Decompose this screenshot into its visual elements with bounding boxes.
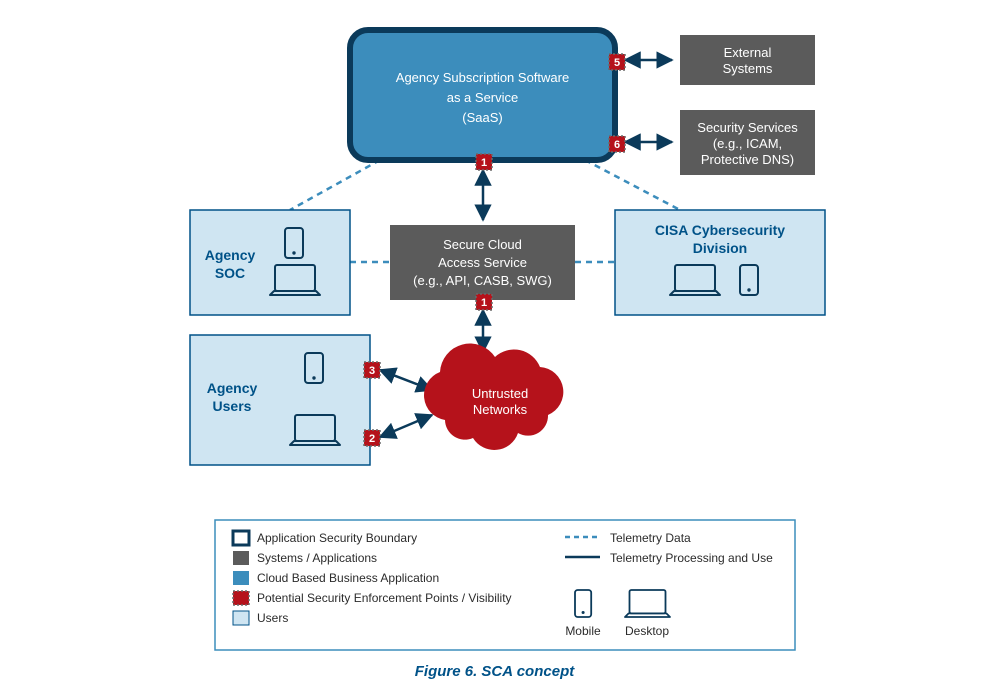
svg-text:(SaaS): (SaaS)	[462, 110, 502, 125]
svg-text:1: 1	[481, 157, 487, 169]
external-systems-node: External Systems	[680, 35, 815, 85]
svg-text:(e.g., API, CASB, SWG): (e.g., API, CASB, SWG)	[413, 273, 552, 288]
legend-swatch	[233, 531, 249, 545]
legend-label: Telemetry Data	[610, 531, 691, 545]
legend-swatch	[233, 591, 249, 605]
telemetry-dash-saas-to-cisa	[585, 160, 680, 210]
agency-soc-node: Agency SOC	[190, 210, 350, 315]
sep-marker-1b: 1	[476, 294, 492, 310]
svg-text:5: 5	[614, 57, 620, 69]
legend-label: Application Security Boundary	[257, 531, 417, 545]
svg-text:Agency Subscription Software: Agency Subscription Software	[396, 70, 569, 85]
svg-text:3: 3	[369, 365, 375, 377]
legend-label: Telemetry Processing and Use	[610, 551, 773, 565]
svg-text:Agency: Agency	[207, 380, 258, 396]
svg-text:Division: Division	[693, 240, 747, 256]
svg-text:SOC: SOC	[215, 265, 245, 281]
svg-text:Secure Cloud: Secure Cloud	[443, 237, 522, 252]
svg-text:CISA Cybersecurity: CISA Cybersecurity	[655, 222, 785, 238]
sep-marker-2: 2	[364, 430, 380, 446]
sep-marker-3: 3	[364, 362, 380, 378]
legend-swatch	[233, 571, 249, 585]
svg-text:Agency: Agency	[205, 247, 256, 263]
svg-text:Untrusted: Untrusted	[472, 386, 528, 401]
secure-cloud-node: Secure Cloud Access Service (e.g., API, …	[390, 225, 575, 300]
svg-text:Protective DNS): Protective DNS)	[701, 152, 794, 167]
saas-node: Agency Subscription Software as a Servic…	[350, 30, 615, 160]
sep-marker-5: 5	[609, 54, 625, 70]
svg-text:Security Services: Security Services	[697, 120, 798, 135]
svg-text:Systems: Systems	[723, 61, 773, 76]
untrusted-networks-node: Untrusted Networks	[424, 344, 563, 450]
legend-label: Cloud Based Business Application	[257, 571, 439, 585]
sep-marker-6: 6	[609, 136, 625, 152]
arrow-users-laptop-cloud	[380, 415, 432, 437]
legend-swatch	[233, 551, 249, 565]
svg-text:Access Service: Access Service	[438, 255, 527, 270]
svg-text:as a Service: as a Service	[447, 90, 519, 105]
security-services-node: Security Services (e.g., ICAM, Protectiv…	[680, 110, 815, 175]
legend-mobile-label: Mobile	[565, 624, 601, 638]
cisa-node: CISA Cybersecurity Division	[615, 210, 825, 315]
figure-caption: Figure 6. SCA concept	[415, 663, 575, 680]
svg-text:External: External	[724, 45, 772, 60]
legend-swatch	[233, 611, 249, 625]
svg-text:(e.g., ICAM,: (e.g., ICAM,	[713, 136, 782, 151]
svg-text:1: 1	[481, 297, 487, 309]
legend-label: Systems / Applications	[257, 551, 377, 565]
legend-desktop-label: Desktop	[625, 624, 669, 638]
legend-label: Potential Security Enforcement Points / …	[257, 591, 512, 605]
svg-text:2: 2	[369, 433, 375, 445]
legend: Application Security Boundary Systems / A…	[215, 520, 795, 650]
arrow-users-phone-cloud	[380, 370, 432, 390]
sep-marker-1a: 1	[476, 154, 492, 170]
telemetry-dash-saas-to-soc	[290, 160, 380, 210]
legend-label: Users	[257, 611, 288, 625]
svg-text:6: 6	[614, 139, 620, 151]
agency-users-node: Agency Users	[190, 335, 370, 465]
svg-text:Networks: Networks	[473, 402, 528, 417]
svg-text:Users: Users	[213, 398, 252, 414]
sca-concept-diagram: Agency Subscription Software as a Servic…	[0, 0, 989, 686]
